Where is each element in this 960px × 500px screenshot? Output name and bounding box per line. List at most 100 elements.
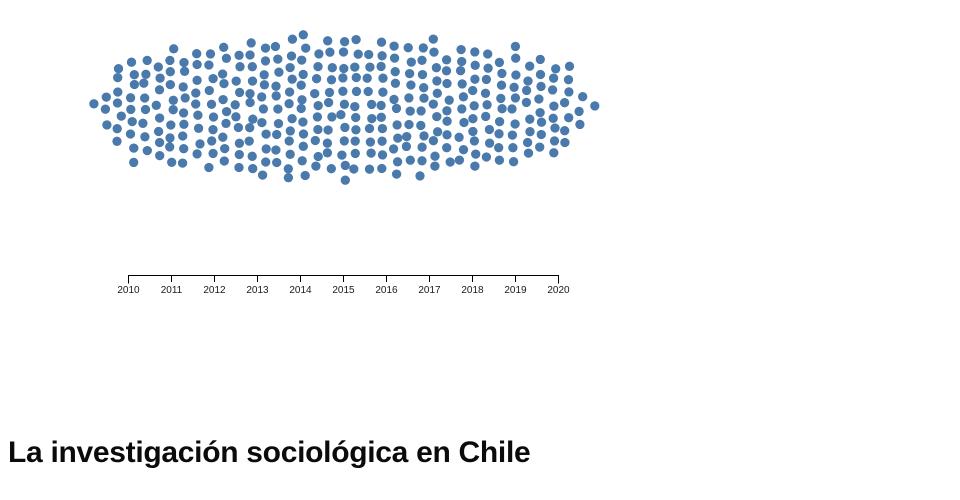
dot xyxy=(496,93,506,104)
dot xyxy=(551,64,561,74)
dot xyxy=(496,80,507,90)
dot xyxy=(442,143,452,153)
dot xyxy=(165,142,175,152)
dot xyxy=(283,173,294,183)
dot-cloud xyxy=(89,30,600,185)
dot xyxy=(234,162,244,173)
x-axis-label: 2014 xyxy=(289,285,312,296)
dot xyxy=(113,64,124,74)
dot xyxy=(376,100,386,111)
dot xyxy=(548,73,559,83)
dot xyxy=(178,131,188,141)
dot xyxy=(494,155,505,165)
dot xyxy=(285,149,295,159)
dot xyxy=(378,87,388,97)
dot xyxy=(247,151,257,161)
dot xyxy=(497,104,507,114)
dot xyxy=(404,68,415,79)
dot xyxy=(377,136,387,146)
dot xyxy=(416,120,426,131)
dot xyxy=(431,63,442,73)
dot xyxy=(468,114,478,124)
dot xyxy=(287,74,297,84)
dot xyxy=(192,75,202,85)
dot xyxy=(298,129,309,139)
dot xyxy=(430,151,440,161)
dot xyxy=(261,144,271,154)
dot xyxy=(454,155,465,165)
dot xyxy=(564,113,574,123)
dot xyxy=(469,101,479,111)
dot xyxy=(481,111,491,122)
dot xyxy=(564,87,574,97)
x-axis-label: 2018 xyxy=(461,285,484,296)
dot xyxy=(260,43,271,53)
dot xyxy=(406,80,416,90)
dot xyxy=(142,55,152,66)
dot xyxy=(432,127,443,137)
dot xyxy=(166,120,176,130)
dot xyxy=(113,87,123,97)
dot xyxy=(458,92,469,102)
dot xyxy=(535,54,545,65)
dot xyxy=(459,117,469,128)
dot xyxy=(480,88,491,98)
dot xyxy=(272,129,282,140)
dot xyxy=(178,108,189,118)
dot xyxy=(102,120,112,130)
dot xyxy=(101,92,111,102)
dot xyxy=(116,111,126,121)
dot xyxy=(390,78,401,88)
dot xyxy=(325,47,335,57)
dot xyxy=(351,34,361,45)
dot xyxy=(245,123,255,133)
dot xyxy=(207,136,217,146)
dot xyxy=(376,61,386,72)
dot xyxy=(219,156,229,166)
dot xyxy=(432,76,442,86)
dot xyxy=(574,106,584,117)
dot xyxy=(218,132,228,142)
dot xyxy=(165,133,175,143)
dot xyxy=(270,41,281,52)
dot xyxy=(271,81,281,91)
dot xyxy=(534,94,544,104)
dot xyxy=(457,104,467,114)
dot xyxy=(428,34,438,44)
dot xyxy=(429,47,439,57)
chart-title: La investigación sociológica en Chile xyxy=(8,436,531,469)
dot xyxy=(389,53,400,63)
dot xyxy=(204,162,214,173)
dot xyxy=(405,155,415,165)
dot xyxy=(326,164,336,174)
dot xyxy=(327,112,337,122)
dot xyxy=(560,126,570,136)
dot xyxy=(525,61,535,71)
dot xyxy=(323,36,333,46)
dot xyxy=(284,136,294,146)
dot xyxy=(406,57,416,67)
dot xyxy=(430,161,440,171)
dot xyxy=(313,124,323,135)
dot xyxy=(234,87,245,98)
dot xyxy=(494,116,505,127)
dot xyxy=(340,122,350,133)
dot xyxy=(391,169,402,179)
dot xyxy=(507,130,518,140)
dot xyxy=(168,105,178,115)
dot xyxy=(575,119,585,130)
dot xyxy=(339,37,350,47)
x-axis-label: 2011 xyxy=(161,285,183,296)
dot xyxy=(442,116,452,126)
dot xyxy=(245,50,255,60)
dot xyxy=(340,160,350,171)
dot xyxy=(298,141,308,151)
dot xyxy=(405,106,415,116)
dot xyxy=(366,148,376,158)
dot xyxy=(298,117,308,127)
dot xyxy=(220,143,230,154)
dot xyxy=(377,163,387,174)
dot xyxy=(179,57,189,68)
dot xyxy=(497,68,507,79)
dot xyxy=(296,80,306,90)
